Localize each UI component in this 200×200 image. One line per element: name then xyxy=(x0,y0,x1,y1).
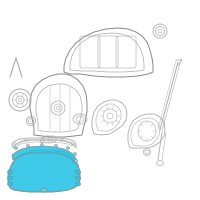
Ellipse shape xyxy=(26,144,30,148)
Polygon shape xyxy=(8,150,80,192)
Polygon shape xyxy=(12,146,76,163)
Ellipse shape xyxy=(40,144,44,146)
Ellipse shape xyxy=(54,144,58,148)
Ellipse shape xyxy=(74,152,76,156)
Ellipse shape xyxy=(76,176,80,180)
Ellipse shape xyxy=(66,146,70,150)
Ellipse shape xyxy=(74,160,78,162)
Ellipse shape xyxy=(14,146,18,150)
Ellipse shape xyxy=(76,170,80,174)
Ellipse shape xyxy=(76,182,80,186)
Ellipse shape xyxy=(8,182,12,186)
Ellipse shape xyxy=(8,170,12,174)
Ellipse shape xyxy=(8,176,12,180)
Ellipse shape xyxy=(41,188,47,192)
